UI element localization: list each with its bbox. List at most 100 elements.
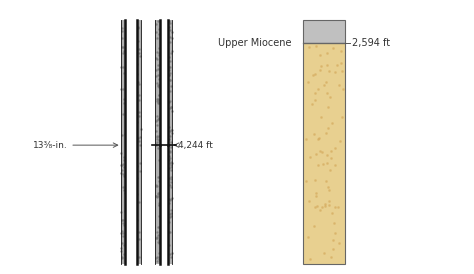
Point bbox=[324, 152, 331, 157]
Point bbox=[136, 168, 143, 173]
Point bbox=[155, 85, 163, 90]
Point bbox=[155, 203, 163, 207]
Point bbox=[119, 217, 127, 222]
Point bbox=[165, 100, 173, 104]
Point bbox=[168, 84, 175, 89]
Point bbox=[137, 127, 145, 131]
Bar bbox=[160, 145, 168, 264]
Point bbox=[167, 255, 174, 259]
Point bbox=[311, 204, 319, 209]
Point bbox=[153, 236, 160, 241]
Point bbox=[155, 116, 163, 121]
Point bbox=[153, 184, 161, 189]
Point bbox=[119, 112, 127, 116]
Point bbox=[152, 142, 160, 147]
Bar bbox=[155, 20, 173, 145]
Point bbox=[168, 196, 175, 200]
Point bbox=[316, 136, 323, 141]
Point bbox=[118, 171, 125, 176]
Point bbox=[166, 105, 173, 110]
Point bbox=[118, 36, 126, 40]
Point bbox=[152, 183, 160, 187]
Point bbox=[154, 99, 162, 104]
Point bbox=[314, 137, 322, 141]
Point bbox=[167, 177, 175, 182]
Point bbox=[155, 224, 163, 229]
Point bbox=[312, 191, 319, 195]
Point bbox=[119, 231, 127, 235]
Point bbox=[155, 77, 163, 81]
Point bbox=[153, 194, 160, 198]
Point bbox=[133, 119, 141, 124]
Point bbox=[337, 49, 345, 53]
Point bbox=[155, 32, 163, 36]
Point bbox=[168, 49, 175, 53]
Point bbox=[134, 176, 141, 180]
Point bbox=[310, 224, 318, 228]
Point bbox=[314, 163, 321, 168]
Point bbox=[155, 157, 163, 162]
Point bbox=[338, 69, 346, 73]
Point bbox=[313, 204, 320, 208]
Point bbox=[134, 80, 141, 85]
Point bbox=[154, 175, 162, 179]
Point bbox=[312, 44, 319, 48]
Point bbox=[327, 149, 335, 153]
Point bbox=[136, 255, 143, 259]
Point bbox=[120, 173, 128, 178]
Point bbox=[165, 136, 173, 141]
Point bbox=[154, 137, 161, 141]
Point bbox=[118, 231, 125, 236]
Point bbox=[167, 163, 175, 167]
Point bbox=[166, 198, 174, 202]
Point bbox=[118, 168, 126, 172]
Point bbox=[337, 61, 345, 65]
Point bbox=[152, 22, 160, 27]
Point bbox=[153, 81, 161, 85]
Point bbox=[321, 204, 328, 208]
Point bbox=[119, 172, 127, 176]
Point bbox=[167, 51, 175, 55]
Point bbox=[324, 125, 331, 130]
Point bbox=[166, 133, 174, 138]
Point bbox=[166, 99, 173, 103]
Point bbox=[311, 178, 319, 182]
Point bbox=[310, 72, 317, 77]
Point bbox=[167, 105, 175, 109]
Point bbox=[118, 256, 126, 260]
Point bbox=[167, 197, 175, 202]
Text: 2,594 ft: 2,594 ft bbox=[353, 38, 391, 48]
Point bbox=[166, 149, 174, 153]
Point bbox=[154, 255, 161, 259]
Point bbox=[168, 109, 175, 113]
Point bbox=[135, 230, 143, 234]
Point bbox=[136, 82, 143, 87]
Point bbox=[118, 246, 125, 250]
Point bbox=[166, 25, 173, 29]
Point bbox=[165, 201, 173, 205]
Point bbox=[153, 195, 160, 199]
Point bbox=[134, 24, 141, 29]
Point bbox=[325, 203, 332, 207]
Point bbox=[327, 255, 335, 259]
Point bbox=[154, 191, 162, 196]
Point bbox=[165, 176, 173, 181]
Point bbox=[307, 154, 314, 159]
Point bbox=[310, 132, 318, 136]
Point bbox=[155, 241, 163, 245]
Point bbox=[154, 225, 162, 229]
Point bbox=[165, 243, 173, 247]
Point bbox=[316, 149, 324, 153]
Point bbox=[327, 95, 334, 99]
Point bbox=[166, 161, 173, 165]
Point bbox=[166, 35, 173, 39]
Point bbox=[325, 188, 332, 192]
Point bbox=[165, 154, 173, 158]
Point bbox=[153, 74, 160, 78]
Bar bbox=[155, 145, 173, 264]
Bar bbox=[303, 43, 346, 264]
Point bbox=[167, 208, 175, 212]
Point bbox=[324, 185, 332, 189]
Point bbox=[153, 140, 161, 144]
Point bbox=[155, 201, 163, 206]
